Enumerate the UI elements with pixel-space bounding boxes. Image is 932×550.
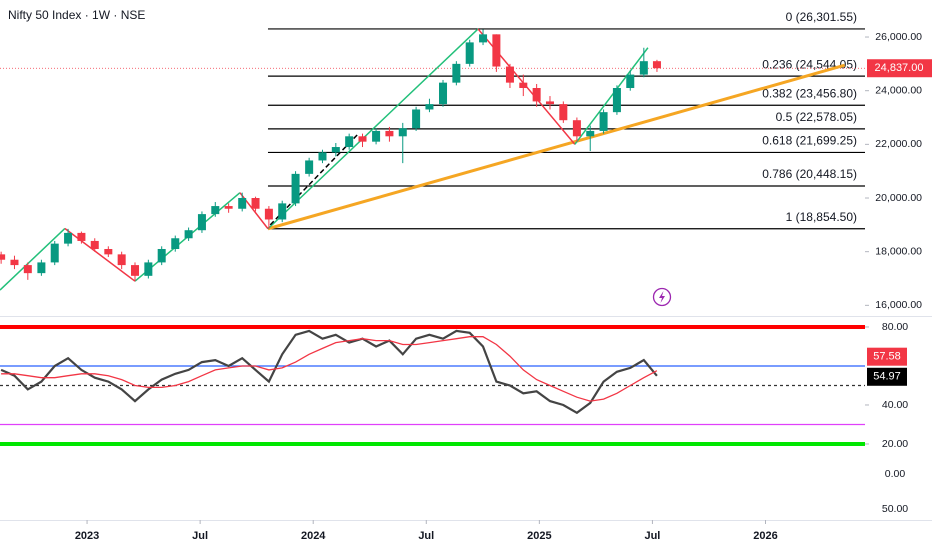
value-label: 54.97 bbox=[873, 371, 901, 383]
candle-body bbox=[626, 74, 635, 89]
last-price-box bbox=[867, 59, 932, 78]
fib-label: 0.5 (22,578.05) bbox=[776, 110, 857, 124]
candle-body bbox=[0, 254, 6, 260]
plot: 16,000.00 18,000.00 20,000.00 22,000.00 24,0… bbox=[0, 10, 932, 542]
value-box bbox=[867, 347, 907, 366]
candle-body bbox=[639, 61, 648, 75]
candle-body bbox=[572, 120, 581, 137]
candle-body bbox=[372, 130, 381, 142]
y-tick-label: 18,000.00 bbox=[875, 245, 922, 257]
fib-label: 0.382 (23,456.80) bbox=[762, 86, 857, 100]
fib-label: 0.786 (20,448.15) bbox=[762, 167, 857, 181]
extra-axis-label: 0.00 bbox=[885, 468, 906, 480]
value-label: 57.58 bbox=[873, 351, 901, 363]
x-tick-label: Jul bbox=[192, 530, 208, 542]
candle-body bbox=[586, 130, 595, 137]
candle-body bbox=[492, 34, 501, 67]
candle-body bbox=[519, 82, 528, 89]
x-tick-label: 2023 bbox=[75, 530, 99, 542]
fib-label: 0.618 (21,699.25) bbox=[762, 134, 857, 148]
candle-body bbox=[238, 198, 247, 209]
candle-body bbox=[385, 130, 394, 137]
candle-body bbox=[23, 265, 32, 274]
chart-title: Nifty 50 Index · 1W · NSE bbox=[8, 8, 145, 22]
x-tick-label: Jul bbox=[644, 530, 660, 542]
zigzag-segment bbox=[0, 227, 66, 291]
candle-body bbox=[211, 206, 220, 215]
y-tick-label: 20.00 bbox=[882, 438, 908, 450]
y-tick-label: 20,000.00 bbox=[875, 192, 922, 204]
candle-body bbox=[144, 262, 153, 276]
rsi-line bbox=[0, 329, 658, 415]
candle-body bbox=[479, 34, 488, 43]
candle-body bbox=[184, 230, 193, 239]
last-price-label: 24,837.00 bbox=[875, 62, 924, 74]
y-tick-label: 80.00 bbox=[882, 321, 908, 333]
candle-body bbox=[559, 104, 568, 121]
candle-body bbox=[77, 232, 86, 241]
candle-body bbox=[37, 262, 46, 274]
candle-body bbox=[117, 254, 126, 266]
candle-body bbox=[412, 109, 421, 129]
zigzag-segment bbox=[574, 47, 649, 145]
y-tick-label: 16,000.00 bbox=[875, 299, 922, 311]
candle-body bbox=[264, 208, 273, 220]
candle-body bbox=[465, 42, 474, 64]
candle-body bbox=[505, 66, 514, 83]
candle-body bbox=[425, 104, 434, 110]
candle-body bbox=[90, 240, 99, 249]
candle-body bbox=[305, 160, 314, 174]
y-tick-label: 22,000.00 bbox=[875, 138, 922, 150]
fib-label: 0 (26,301.55) bbox=[786, 10, 857, 24]
candle-body bbox=[398, 128, 407, 137]
candle-body bbox=[10, 259, 19, 266]
candle-body bbox=[104, 248, 113, 255]
extra-axis-label: 50.00 bbox=[882, 503, 908, 515]
alert-icon[interactable] bbox=[652, 287, 672, 307]
candle-body bbox=[652, 61, 661, 69]
x-tick-label: 2026 bbox=[753, 530, 777, 542]
candle-body bbox=[64, 232, 73, 244]
candle-body bbox=[331, 147, 340, 153]
candle-body bbox=[157, 248, 166, 263]
candle-body bbox=[439, 82, 448, 105]
candle-body bbox=[278, 203, 287, 220]
candle-body bbox=[452, 63, 461, 83]
y-tick-label: 26,000.00 bbox=[875, 31, 922, 43]
dashed-line bbox=[269, 133, 359, 226]
rsi-line bbox=[1, 336, 658, 402]
x-tick-label: 2024 bbox=[301, 530, 326, 542]
x-tick-label: 2025 bbox=[527, 530, 551, 542]
trendline bbox=[267, 63, 846, 231]
y-tick-label: 40.00 bbox=[882, 399, 908, 411]
candle-body bbox=[251, 198, 260, 209]
candle-body bbox=[171, 238, 180, 249]
candle-body bbox=[131, 265, 140, 276]
candle-body bbox=[545, 101, 554, 105]
value-box bbox=[867, 367, 907, 386]
candle-body bbox=[358, 136, 367, 142]
candle-body bbox=[50, 243, 59, 263]
x-tick-label: Jul bbox=[418, 530, 434, 542]
candle-body bbox=[318, 152, 327, 161]
candle-body bbox=[345, 136, 354, 148]
candle-body bbox=[532, 88, 541, 102]
candle-body bbox=[599, 112, 608, 131]
candle-body bbox=[224, 206, 233, 209]
candle-body bbox=[612, 88, 621, 113]
zigzag-segment bbox=[64, 227, 136, 282]
fib-label: 1 (18,854.50) bbox=[786, 210, 857, 224]
candle-body bbox=[197, 214, 206, 231]
y-tick-label: 24,000.00 bbox=[875, 84, 922, 96]
zigzag-segment bbox=[267, 28, 479, 230]
candle-body bbox=[291, 173, 300, 204]
